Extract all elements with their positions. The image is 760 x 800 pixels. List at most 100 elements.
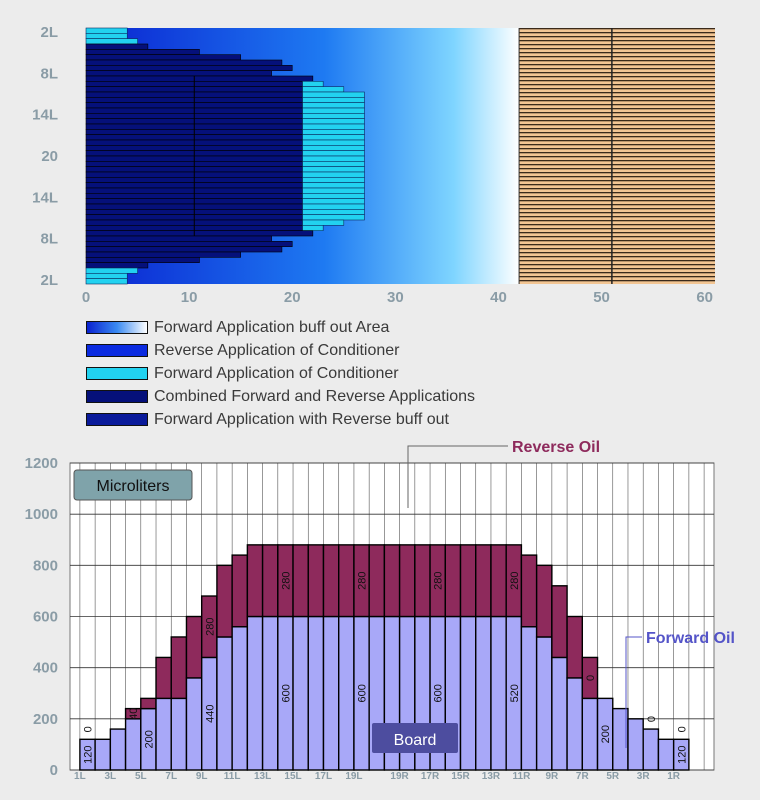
forward-oil-bar xyxy=(155,697,172,771)
bar-y-tick: 1000 xyxy=(25,506,58,523)
reverse-oil-bar xyxy=(292,544,309,618)
bar-y-tick: 400 xyxy=(33,660,58,677)
bar-x-tick: 19L xyxy=(345,771,362,782)
bar-value-label: 120 xyxy=(676,745,688,763)
reverse-oil-bar xyxy=(261,544,279,618)
bar-x-tick: 3R xyxy=(637,771,651,782)
forward-oil-bar xyxy=(459,615,477,771)
bar-value-label: 280 xyxy=(357,572,369,590)
legend-item: Forward Application with Reverse buff ou… xyxy=(86,408,475,431)
bar-y-tick: 200 xyxy=(33,711,58,728)
forward-oil-bar xyxy=(170,697,188,771)
forward-oil-leader xyxy=(625,636,642,748)
bar-value-label: 280 xyxy=(509,572,521,590)
bar-value-label: 120 xyxy=(83,745,95,763)
forward-oil-annotation: Forward Oil xyxy=(646,630,735,647)
bar-x-tick: 9L xyxy=(196,771,208,782)
bar-x-tick: 15L xyxy=(284,771,301,782)
forward-oil-bar xyxy=(292,615,309,771)
bar-value-label: 600 xyxy=(357,684,369,702)
bar-x-tick: 19R xyxy=(390,771,409,782)
reverse-oil-bar xyxy=(490,544,507,618)
forward-oil-bar xyxy=(642,728,660,771)
reverse-oil-bar xyxy=(170,636,188,700)
forward-oil-bar xyxy=(551,656,568,771)
heatmap-x-tick: 0 xyxy=(82,289,90,306)
bar-x-tick: 9R xyxy=(545,771,559,782)
bar-value-label: 0 xyxy=(585,675,597,681)
forward-oil-bar xyxy=(581,697,599,771)
bar-value-label: 40 xyxy=(128,708,140,720)
heatmap-legend: Forward Application buff out Area Reverse… xyxy=(86,316,475,431)
legend-swatch xyxy=(86,413,148,426)
reverse-oil-bar xyxy=(307,544,325,618)
reverse-oil-bar xyxy=(459,544,477,618)
reverse-oil-bar xyxy=(398,544,416,618)
reverse-oil-leader xyxy=(407,445,508,508)
bar-value-label: 0 xyxy=(646,716,658,722)
forward-oil-bar xyxy=(475,615,492,771)
bar-value-label: 440 xyxy=(204,705,216,723)
reverse-oil-bar xyxy=(581,656,599,700)
bar-value-label: 280 xyxy=(280,572,292,590)
forward-oil-bar xyxy=(672,738,690,771)
legend-label: Combined Forward and Reverse Application… xyxy=(154,387,476,405)
bar-x-tick: 1R xyxy=(667,771,681,782)
forward-oil-bar xyxy=(261,615,279,771)
legend-label: Reverse Application of Conditioner xyxy=(154,341,400,359)
bar-y-tick: 600 xyxy=(33,609,58,626)
forward-oil-bar xyxy=(94,738,112,771)
board-box xyxy=(372,723,458,753)
bar-x-tick: 1L xyxy=(74,771,86,782)
heatmap-x-tick: 10 xyxy=(181,289,198,306)
forward-oil-bar xyxy=(657,738,675,771)
bar-x-tick: 7L xyxy=(165,771,177,782)
bar-value-label: 520 xyxy=(509,684,521,702)
bar-y-tick: 1200 xyxy=(25,455,58,472)
reverse-oil-bar xyxy=(368,544,386,618)
bar-x-tick: 17L xyxy=(315,771,332,782)
legend-item: Reverse Application of Conditioner xyxy=(86,339,475,362)
bar-value-label: 200 xyxy=(143,730,155,748)
heatmap-x-tick: 20 xyxy=(284,289,301,306)
reverse-oil-bar xyxy=(551,585,568,659)
bar-x-tick: 7R xyxy=(576,771,590,782)
reverse-oil-bar xyxy=(566,615,584,679)
forward-oil-bar xyxy=(566,677,584,771)
reverse-oil-bar xyxy=(185,615,203,679)
reverse-oil-bar xyxy=(338,544,355,618)
reverse-oil-bar xyxy=(246,544,264,618)
forward-oil-bar xyxy=(520,626,538,771)
heatmap-y-tick: 8L xyxy=(40,65,58,82)
reverse-oil-bar xyxy=(520,554,538,628)
forward-oil-bar xyxy=(535,636,553,771)
forward-oil-bar xyxy=(322,615,340,771)
reverse-oil-bar xyxy=(535,564,553,638)
legend-label: Forward Application buff out Area xyxy=(154,318,390,336)
reverse-oil-bar xyxy=(140,697,157,710)
heatmap-x-tick: 50 xyxy=(593,289,610,306)
legend-label: Forward Application with Reverse buff ou… xyxy=(154,410,449,428)
legend-swatch xyxy=(86,367,148,380)
application-heatmap-chart: 2L 8L 14L 20 14L 8L 2L 0 10 20 30 40 50 60 xyxy=(32,24,715,306)
forward-oil-bar xyxy=(627,718,644,771)
bar-y-tick: 800 xyxy=(33,557,58,574)
forward-oil-bar xyxy=(109,728,127,771)
legend-item: Combined Forward and Reverse Application… xyxy=(86,385,475,408)
legend-item: Forward Application buff out Area xyxy=(86,316,475,339)
forward-conditioner-row xyxy=(85,278,128,285)
forward-oil-bar xyxy=(338,615,355,771)
bar-value-label: 0 xyxy=(83,726,95,732)
heatmap-x-tick: 40 xyxy=(490,289,507,306)
reverse-oil-bar xyxy=(383,544,401,618)
bar-x-tick: 11R xyxy=(513,771,532,782)
heatmap-y-tick: 20 xyxy=(41,148,58,165)
heatmap-x-tick: 60 xyxy=(696,289,713,306)
bar-x-tick: 13L xyxy=(254,771,271,782)
legend-swatch xyxy=(86,344,148,357)
bar-x-tick: 5L xyxy=(135,771,147,782)
hatched-area xyxy=(519,28,715,284)
forward-oil-bar xyxy=(216,636,233,771)
legend-item: Forward Application of Conditioner xyxy=(86,362,475,385)
